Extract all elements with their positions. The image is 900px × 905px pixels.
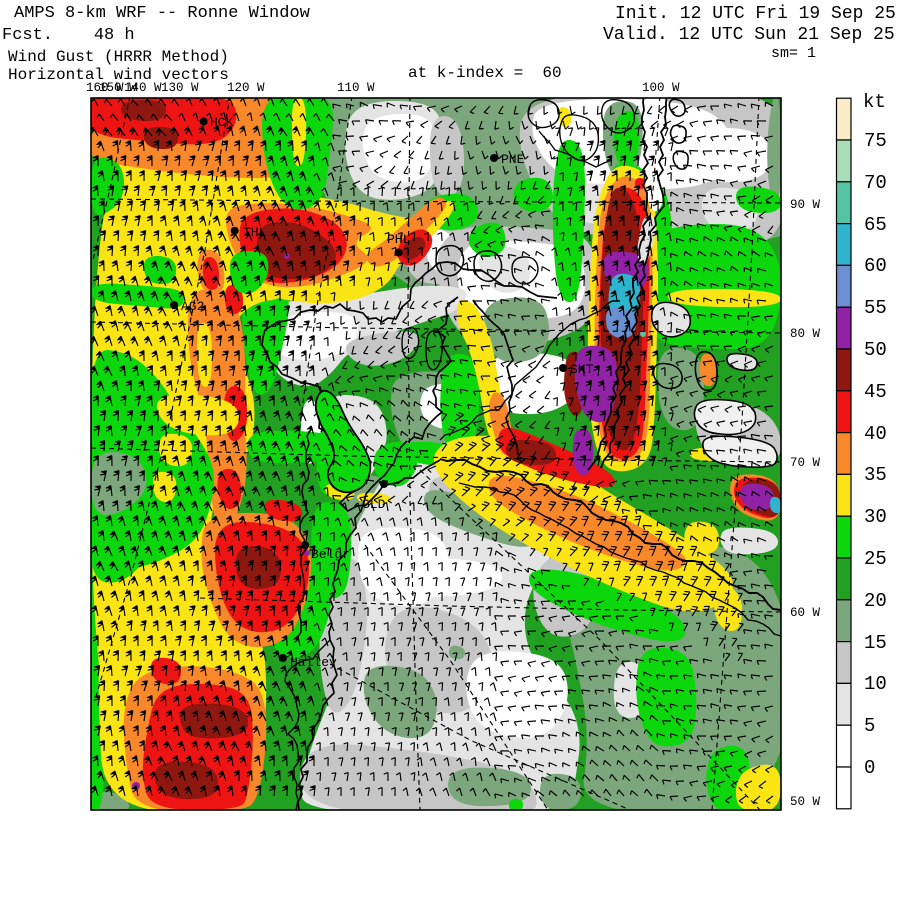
svg-text:10: 10: [864, 673, 887, 695]
svg-text:GLD: GLD: [362, 497, 386, 512]
svg-text:0: 0: [864, 757, 875, 779]
svg-text:20: 20: [864, 590, 887, 612]
svg-text:60: 60: [864, 255, 887, 277]
svg-text:AG2: AG2: [181, 299, 204, 314]
svg-text:15: 15: [864, 632, 887, 654]
svg-text:PNE: PNE: [501, 152, 525, 167]
svg-text:PHL: PHL: [387, 232, 410, 247]
svg-text:5: 5: [864, 715, 875, 737]
svg-text:80 W: 80 W: [790, 327, 821, 341]
svg-text:55: 55: [864, 297, 887, 319]
svg-text:140 W: 140 W: [124, 81, 162, 95]
svg-text:50: 50: [864, 339, 887, 361]
svg-text:50 W: 50 W: [790, 795, 821, 809]
svg-text:100 W: 100 W: [642, 81, 680, 95]
svg-text:60 W: 60 W: [790, 606, 821, 620]
svg-text:45: 45: [864, 381, 887, 403]
svg-text:90 W: 90 W: [790, 198, 821, 212]
svg-text:120 W: 120 W: [227, 81, 265, 95]
svg-text:65: 65: [864, 214, 887, 236]
svg-text:70 W: 70 W: [790, 456, 821, 470]
svg-text:SKT: SKT: [570, 362, 594, 377]
svg-text:THL: THL: [243, 225, 266, 240]
svg-text:160 W: 160 W: [86, 81, 124, 95]
svg-text:Halley: Halley: [290, 655, 337, 670]
svg-text:70: 70: [864, 172, 887, 194]
svg-text:HCK: HCK: [210, 115, 234, 130]
svg-text:35: 35: [864, 464, 887, 486]
svg-text:75: 75: [864, 130, 887, 152]
svg-text:150 W: 150 W: [99, 81, 137, 95]
svg-text:130 W: 130 W: [161, 81, 199, 95]
svg-text:30: 30: [864, 506, 887, 528]
svg-text:kt: kt: [863, 91, 886, 113]
svg-text:25: 25: [864, 548, 887, 570]
svg-text:110 W: 110 W: [337, 81, 375, 95]
svg-text:Belgr: Belgr: [311, 547, 350, 562]
svg-text:40: 40: [864, 423, 887, 445]
